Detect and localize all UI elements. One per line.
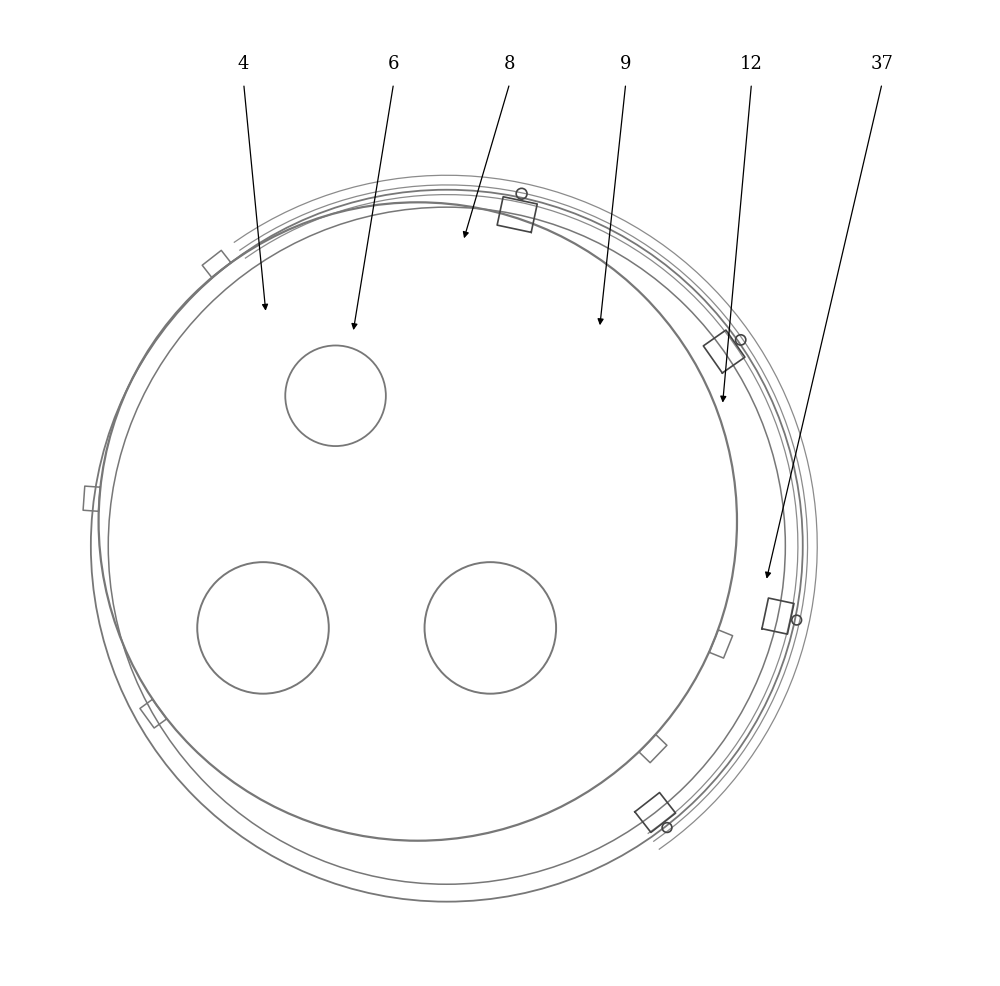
- Text: 9: 9: [620, 54, 631, 73]
- Text: 4: 4: [238, 54, 249, 73]
- Text: 6: 6: [388, 54, 399, 73]
- Text: 8: 8: [504, 54, 515, 73]
- Text: 12: 12: [740, 54, 763, 73]
- Text: 37: 37: [871, 54, 894, 73]
